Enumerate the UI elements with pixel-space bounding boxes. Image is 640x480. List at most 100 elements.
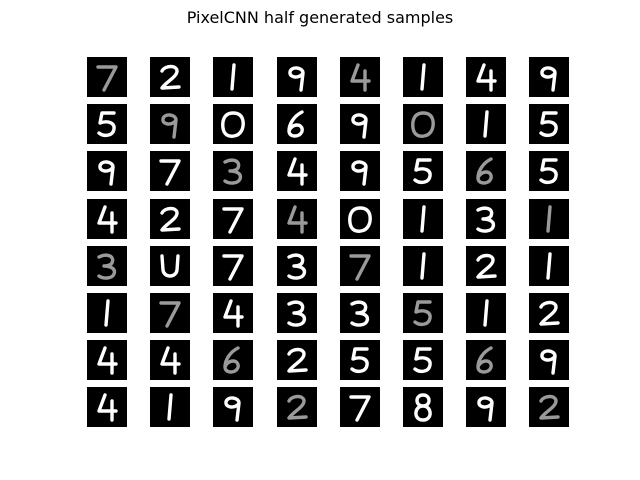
sample-background	[466, 57, 506, 97]
digit-stroke	[350, 300, 370, 327]
sample-tile	[466, 151, 506, 191]
digit-stroke	[413, 300, 432, 327]
digit-stroke	[546, 252, 552, 280]
digit-stroke	[223, 158, 243, 185]
sample-tile	[150, 246, 190, 286]
digit-stroke	[97, 253, 117, 280]
sample-background	[87, 57, 127, 97]
sample-tile	[340, 199, 380, 239]
digit-stroke	[350, 63, 371, 92]
sample-tile	[277, 387, 317, 427]
sample-background	[277, 151, 317, 191]
sample-tile	[213, 246, 253, 286]
digit-stroke	[97, 111, 116, 138]
sample-tile	[340, 246, 380, 286]
digit-stroke	[160, 346, 181, 375]
sample-background	[340, 387, 380, 427]
digit-stroke	[420, 63, 426, 91]
digit-stroke	[287, 110, 304, 138]
sample-tile	[403, 387, 443, 427]
digit-stroke	[223, 346, 240, 374]
sample-background	[529, 293, 569, 333]
digit-stroke	[96, 65, 118, 92]
sample-background	[277, 340, 317, 380]
sample-tile	[150, 151, 190, 191]
sample-tile	[87, 387, 127, 427]
digit-stroke	[287, 300, 307, 327]
sample-background	[150, 151, 190, 191]
digit-stroke	[476, 346, 493, 374]
digit-stroke	[476, 157, 493, 185]
digit-stroke	[230, 63, 236, 91]
digit-stroke	[546, 205, 552, 233]
sample-background	[529, 151, 569, 191]
sample-tile	[150, 293, 190, 333]
digit-stroke	[98, 160, 115, 186]
digit-stroke	[97, 393, 118, 422]
digit-stroke	[167, 393, 173, 421]
digit-stroke	[287, 347, 308, 373]
sample-tile	[403, 57, 443, 97]
sample-background	[403, 151, 443, 191]
sample-background	[213, 293, 253, 333]
sample-tile	[529, 57, 569, 97]
sample-tile	[529, 151, 569, 191]
sample-tile	[466, 293, 506, 333]
sample-tile	[213, 151, 253, 191]
digit-stroke	[350, 347, 369, 374]
sample-background	[529, 104, 569, 144]
sample-background	[340, 340, 380, 380]
digit-stroke	[287, 394, 308, 420]
digit-stroke	[287, 157, 308, 186]
digit-stroke	[413, 158, 432, 185]
digit-stroke	[288, 66, 305, 92]
sample-background	[403, 104, 443, 144]
sample-background	[340, 199, 380, 239]
digit-stroke	[420, 205, 426, 233]
sample-tile	[466, 57, 506, 97]
sample-background	[213, 199, 253, 239]
digit-stroke	[287, 205, 308, 234]
digit-stroke	[349, 395, 371, 422]
sample-tile	[340, 151, 380, 191]
digit-stroke	[411, 111, 435, 138]
sample-background	[87, 340, 127, 380]
sample-tile	[529, 340, 569, 380]
sample-background	[340, 57, 380, 97]
sample-background	[150, 246, 190, 286]
digit-stroke	[223, 299, 244, 328]
digit-stroke	[476, 63, 497, 92]
digit-stroke	[97, 346, 118, 375]
digit-stroke	[160, 64, 181, 90]
digit-stroke	[420, 252, 426, 280]
sample-background	[466, 246, 506, 286]
sample-tile	[213, 293, 253, 333]
sample-background	[213, 104, 253, 144]
sample-tile	[277, 340, 317, 380]
digit-stroke	[160, 206, 181, 232]
figure-title: PixelCNN half generated samples	[186, 8, 454, 27]
sample-tile	[340, 57, 380, 97]
sample-tile	[466, 246, 506, 286]
digit-stroke	[477, 396, 494, 422]
sample-tile	[213, 57, 253, 97]
sample-background	[87, 199, 127, 239]
sample-tile	[150, 340, 190, 380]
digit-stroke	[483, 299, 489, 327]
digit-stroke	[351, 160, 368, 186]
sample-tile	[277, 151, 317, 191]
digit-stroke	[161, 113, 178, 139]
sample-tile	[213, 387, 253, 427]
digit-stroke	[351, 113, 368, 139]
sample-tile	[150, 199, 190, 239]
digit-stroke	[104, 299, 110, 327]
digit-stroke	[540, 66, 557, 92]
sample-background	[277, 387, 317, 427]
sample-tile	[87, 57, 127, 97]
sample-background	[340, 246, 380, 286]
digit-stroke	[97, 205, 118, 234]
digit-stroke	[414, 393, 432, 422]
sample-tile	[466, 199, 506, 239]
digit-stroke	[539, 111, 558, 138]
sample-tile	[87, 104, 127, 144]
